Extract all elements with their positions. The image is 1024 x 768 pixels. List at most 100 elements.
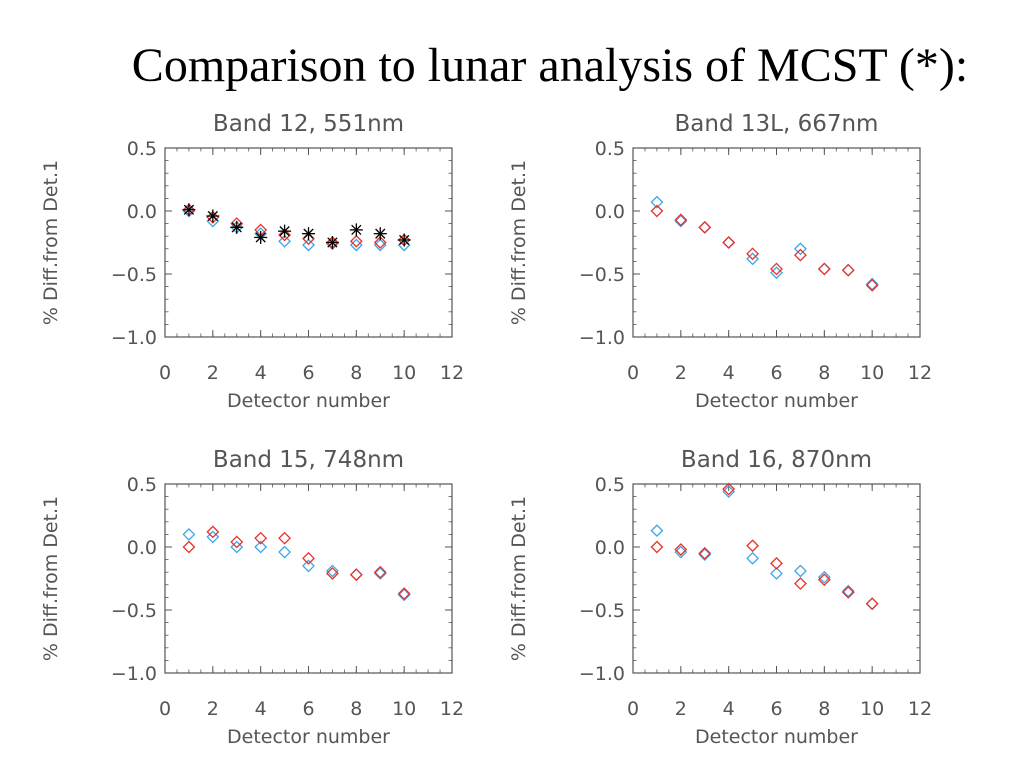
data-point-diamond-s1 [302,238,315,252]
data-point-diamond-s1 [841,263,855,277]
data-point-diamond-s2 [793,577,807,590]
star-stroke [303,228,314,239]
data-point-star [206,209,220,223]
data-point-diamond-s2 [397,587,411,601]
x-axis-label: Detector number [227,390,390,412]
x-tick-label: 10 [392,362,416,384]
data-point-diamond-s2 [373,236,387,249]
x-tick-label: 8 [818,362,830,384]
data-point-diamond-s1 [722,485,736,498]
y-tick-label: 0.0 [127,201,157,223]
x-tick-label: 12 [440,362,464,384]
data-point-diamond-s1 [397,588,411,602]
x-tick-label: 4 [255,698,267,720]
x-tick-label: 10 [860,362,884,384]
x-tick-label: 4 [723,362,735,384]
x-tick-label: 8 [350,698,362,720]
chart-title: Band 15, 748nm [213,447,404,473]
y-tick-label: 0.0 [595,537,625,559]
data-point-diamond-s1 [722,236,736,249]
y-tick-label: 0.0 [127,537,157,559]
x-tick-label: 8 [350,362,362,384]
data-point-diamond-s2 [182,540,196,554]
data-point-diamond-s1 [278,234,292,248]
data-point-diamond-s2 [349,568,363,582]
y-axis-label: % Diff.from Det.1 [40,160,62,325]
data-point-diamond-s2 [841,263,855,277]
data-point-diamond-s1 [817,570,831,584]
x-tick-label: 12 [908,362,932,384]
y-tick-label: −0.5 [111,264,157,286]
data-point-diamond-s1 [770,266,783,280]
data-point-diamond-s1 [206,530,220,544]
data-point-diamond-s1 [230,540,244,554]
y-axis-label: % Diff.from Det.1 [508,496,530,661]
plot-frame [632,147,921,338]
data-point-diamond-s2 [746,247,760,261]
data-point-diamond-s1 [650,195,664,209]
data-point-diamond-s1 [865,277,879,291]
data-point-diamond-s2 [698,546,712,560]
star-stroke [207,210,218,222]
data-point-diamond-s2 [230,535,244,549]
y-tick-label: −0.5 [111,600,157,622]
data-point-diamond-s2 [865,597,879,611]
y-tick-label: 0.5 [595,138,625,160]
data-point-star [230,220,244,234]
data-point-diamond-s2 [770,262,783,276]
x-tick-label: 12 [440,698,464,720]
data-point-star [397,233,411,247]
data-point-diamond-s1 [746,551,760,565]
x-tick-label: 2 [675,698,687,720]
data-point-diamond-s2 [746,539,760,553]
data-point-diamond-s1 [817,262,831,276]
slide-title: Comparison to lunar analysis of MCST (*)… [131,39,969,92]
star-stroke [231,222,242,233]
x-tick-label: 6 [770,362,782,384]
x-tick-label: 12 [908,698,932,720]
data-point-diamond-s1 [254,540,268,554]
panel-1: Band 12, 551nm 0 2 4 6 8 10 12 0.5 0.0 −0.5 −1.0 Det… [40,111,464,412]
data-point-star [278,224,292,238]
star-stroke [183,204,195,215]
data-point-diamond-s2 [325,567,339,580]
y-tick-label: 0.5 [595,474,625,496]
data-point-diamond-s2 [817,573,831,587]
star-stroke [399,234,410,246]
star-stroke [279,226,290,237]
data-point-diamond-s2 [841,585,855,599]
y-tick-label: 0.0 [595,201,625,223]
data-point-diamond-s2 [817,262,831,276]
x-tick-label: 6 [302,362,314,384]
x-tick-label: 6 [770,698,782,720]
star-stroke [327,237,338,248]
x-tick-label: 4 [723,698,735,720]
y-tick-label: 0.5 [127,474,157,496]
data-point-star [349,223,363,237]
data-point-diamond-s2 [722,482,736,496]
panel-4: Band 16, 870nm 0 2 4 6 8 10 12 0.5 0.0 −0.5 −1.0 Det… [508,447,932,748]
x-tick-label: 6 [302,698,314,720]
x-tick-label: 2 [207,362,219,384]
panel-3: Band 15, 748nm 0 2 4 6 8 10 12 0.5 0.0 −0.5 −1.0 Det… [40,447,464,748]
x-tick-label: 0 [627,362,639,384]
data-point-diamond-s2 [722,236,736,249]
data-point-diamond-s2 [698,220,712,234]
x-tick-label: 10 [860,698,884,720]
data-point-diamond-s1 [325,564,339,578]
data-point-diamond-s1 [373,238,387,252]
star-stroke [375,228,386,239]
chart-title: Band 16, 870nm [681,447,872,473]
data-point-diamond-s1 [698,548,712,561]
star-stroke [351,224,362,236]
y-tick-label: −1.0 [111,663,157,685]
data-point-diamond-s1 [674,545,688,559]
data-point-star [325,236,339,249]
y-axis-label: % Diff.from Det.1 [508,160,530,325]
data-point-diamond-s1 [746,252,760,266]
data-point-diamond-s1 [182,527,196,541]
x-tick-label: 0 [159,698,171,720]
x-tick-label: 0 [627,698,639,720]
data-point-diamond-s2 [770,556,783,570]
